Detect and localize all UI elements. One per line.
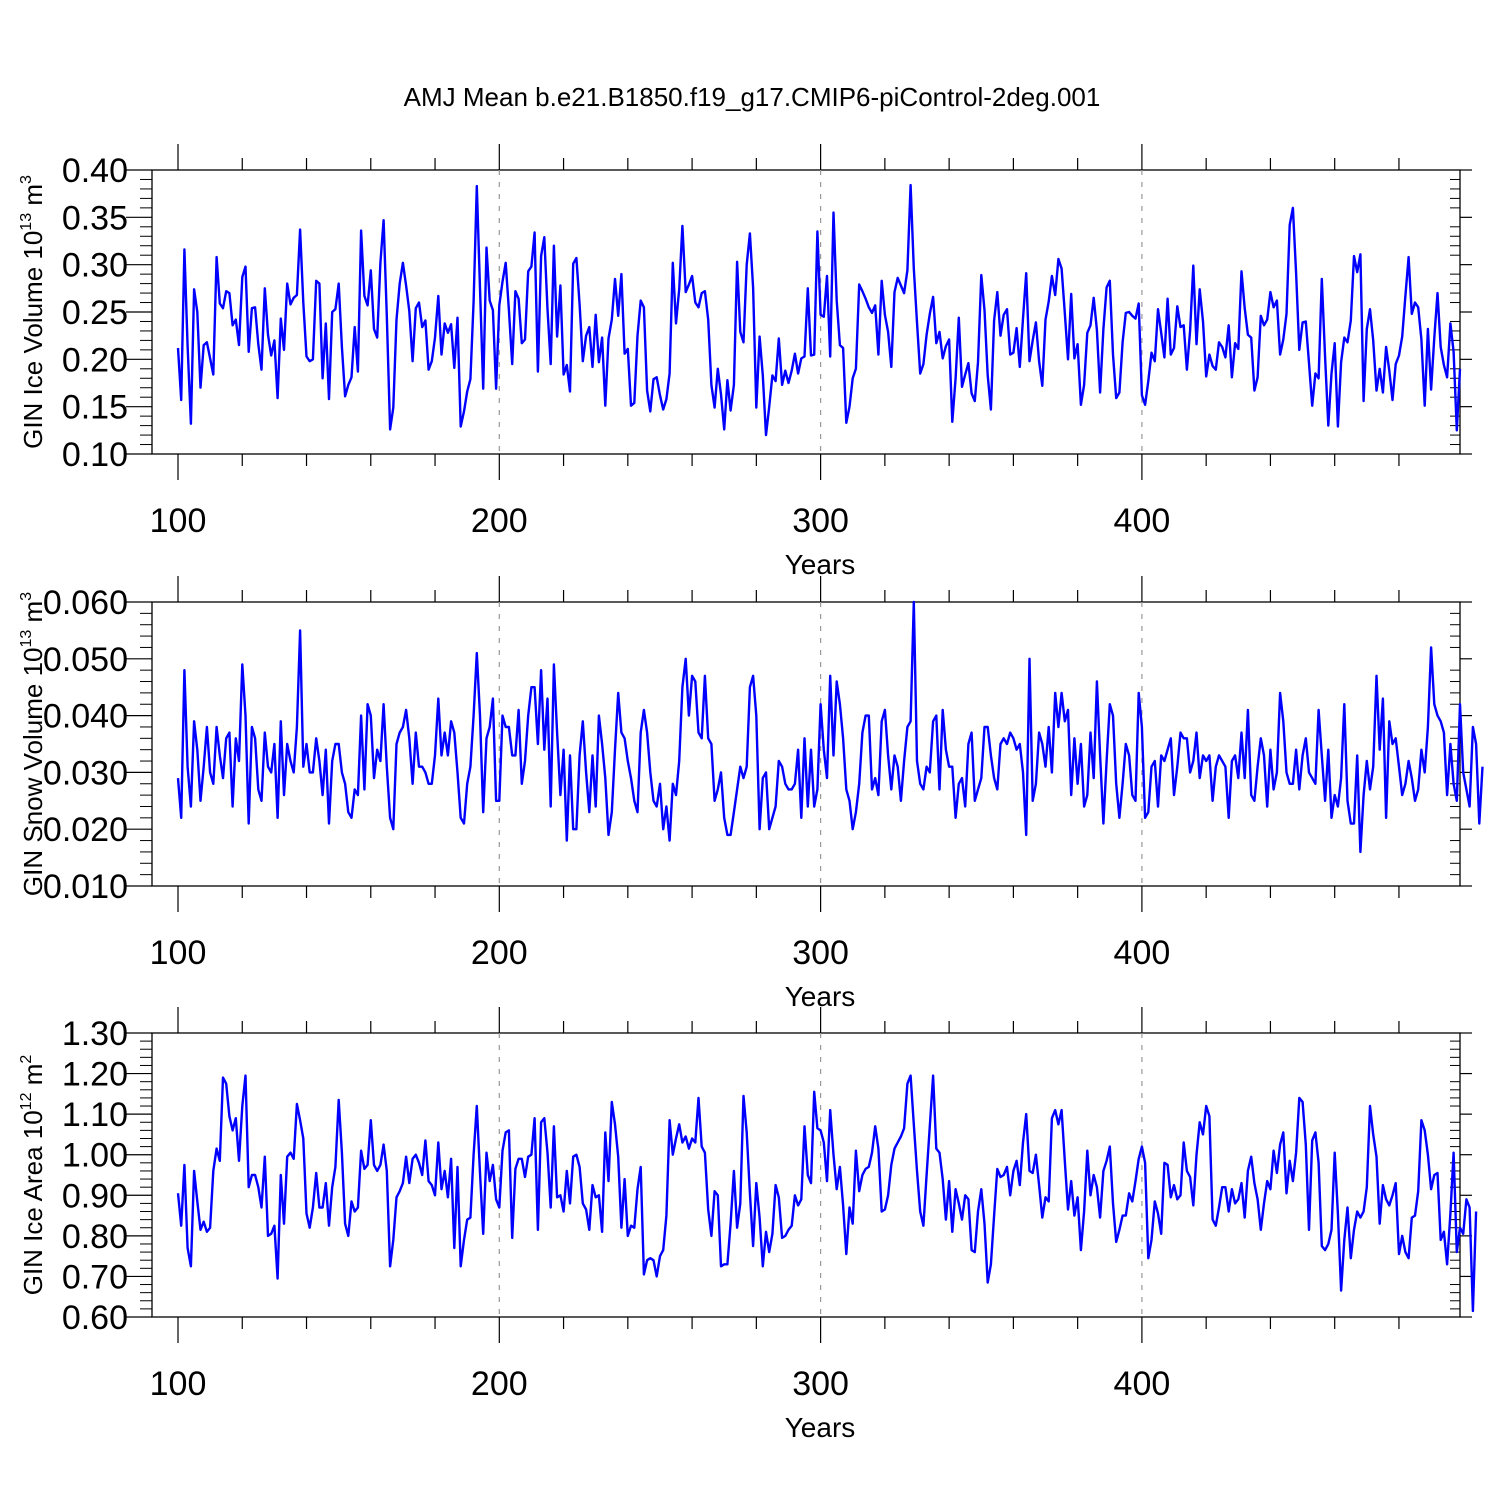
- y-tick-label: 0.20: [62, 341, 128, 379]
- y-axis-title-superscript: 12: [18, 1092, 35, 1110]
- x-tick-label: 100: [150, 1365, 207, 1403]
- plot-frame: [151, 1032, 1461, 1318]
- y-tick-label: 0.80: [62, 1218, 128, 1256]
- y-tick-label: 0.25: [62, 294, 128, 332]
- x-tick-label: 300: [792, 1365, 849, 1403]
- x-tick-label: 200: [471, 934, 528, 972]
- y-axis-title-part: GIN Ice Volume 10: [18, 231, 48, 449]
- y-tick-label: 0.010: [43, 868, 128, 906]
- y-tick-label: 0.30: [62, 247, 128, 285]
- y-tick-label: 1.20: [62, 1056, 128, 1094]
- panel-3: 0.600.700.800.901.001.101.201.30 100 200 30…: [18, 1007, 1478, 1443]
- x-tick-label: 400: [1114, 934, 1171, 972]
- y-axis-title-part: GIN Ice Area 10: [18, 1110, 48, 1295]
- y-tick-label: 0.030: [43, 754, 128, 792]
- y-tick-label: 1.30: [62, 1015, 128, 1053]
- x-axis-title: Years: [785, 981, 856, 1012]
- y-axis-title: GIN Ice Volume 1013 m3: [18, 175, 48, 449]
- x-tick-label: 300: [792, 934, 849, 972]
- y-tick-label: 0.020: [43, 811, 128, 849]
- x-tick-label: 400: [1114, 502, 1171, 540]
- x-tick-label: 100: [150, 502, 207, 540]
- figure-title: AMJ Mean b.e21.B1850.f19_g17.CMIP6-piCon…: [404, 82, 1101, 112]
- y-tick-label: 0.060: [43, 584, 128, 622]
- plot-frame: [151, 601, 1461, 887]
- x-axis-title: Years: [785, 1412, 856, 1443]
- panel-1: 0.10 0.15 0.20 0.25 0.30 0.35 0.40 100 200 300 400…: [18, 144, 1472, 580]
- y-axis-title-part: m: [18, 184, 48, 213]
- y-axis-title: GIN Snow Volume 1013 m3: [18, 592, 48, 896]
- y-tick-label: 0.90: [62, 1177, 128, 1215]
- x-tick-label: 200: [471, 1365, 528, 1403]
- y-axis-title-part: GIN Snow Volume 10: [18, 648, 48, 897]
- x-tick-label: 200: [471, 502, 528, 540]
- x-tick-label: 300: [792, 502, 849, 540]
- x-axis-title: Years: [785, 549, 856, 580]
- x-tick-label: 100: [150, 934, 207, 972]
- y-axis-title-superscript: 2: [18, 1055, 35, 1064]
- y-axis-title-part: m: [18, 1064, 48, 1093]
- y-tick-label: 1.10: [62, 1096, 128, 1134]
- x-tick-label: 400: [1114, 1365, 1171, 1403]
- y-tick-label: 1.00: [62, 1137, 128, 1175]
- y-axis-title-part: m: [18, 601, 48, 630]
- series-line: [176, 183, 1462, 437]
- y-axis-title-superscript: 13: [18, 213, 35, 231]
- y-tick-label: 0.040: [43, 698, 128, 736]
- y-axis-title: GIN Ice Area 1012 m2: [18, 1055, 48, 1296]
- series-line: [176, 1074, 1478, 1313]
- y-axis-title-superscript: 3: [18, 175, 35, 184]
- y-tick-label: 0.15: [62, 389, 128, 427]
- y-tick-label: 0.35: [62, 199, 128, 237]
- y-axis-title-superscript: 13: [18, 630, 35, 648]
- y-tick-label: 0.60: [62, 1299, 128, 1337]
- chart-panels: 0.10 0.15 0.20 0.25 0.30 0.35 0.40 100 200 300 400…: [18, 144, 1484, 1443]
- y-axis-title-superscript: 3: [18, 592, 35, 601]
- y-tick-label: 0.10: [62, 436, 128, 474]
- y-tick-label: 0.70: [62, 1258, 128, 1296]
- panel-2: 0.010 0.020 0.030 0.040 0.050 0.060 100 200 300 4…: [18, 576, 1484, 1012]
- y-tick-label: 0.40: [62, 152, 128, 190]
- series-line: [176, 600, 1484, 854]
- y-tick-label: 0.050: [43, 641, 128, 679]
